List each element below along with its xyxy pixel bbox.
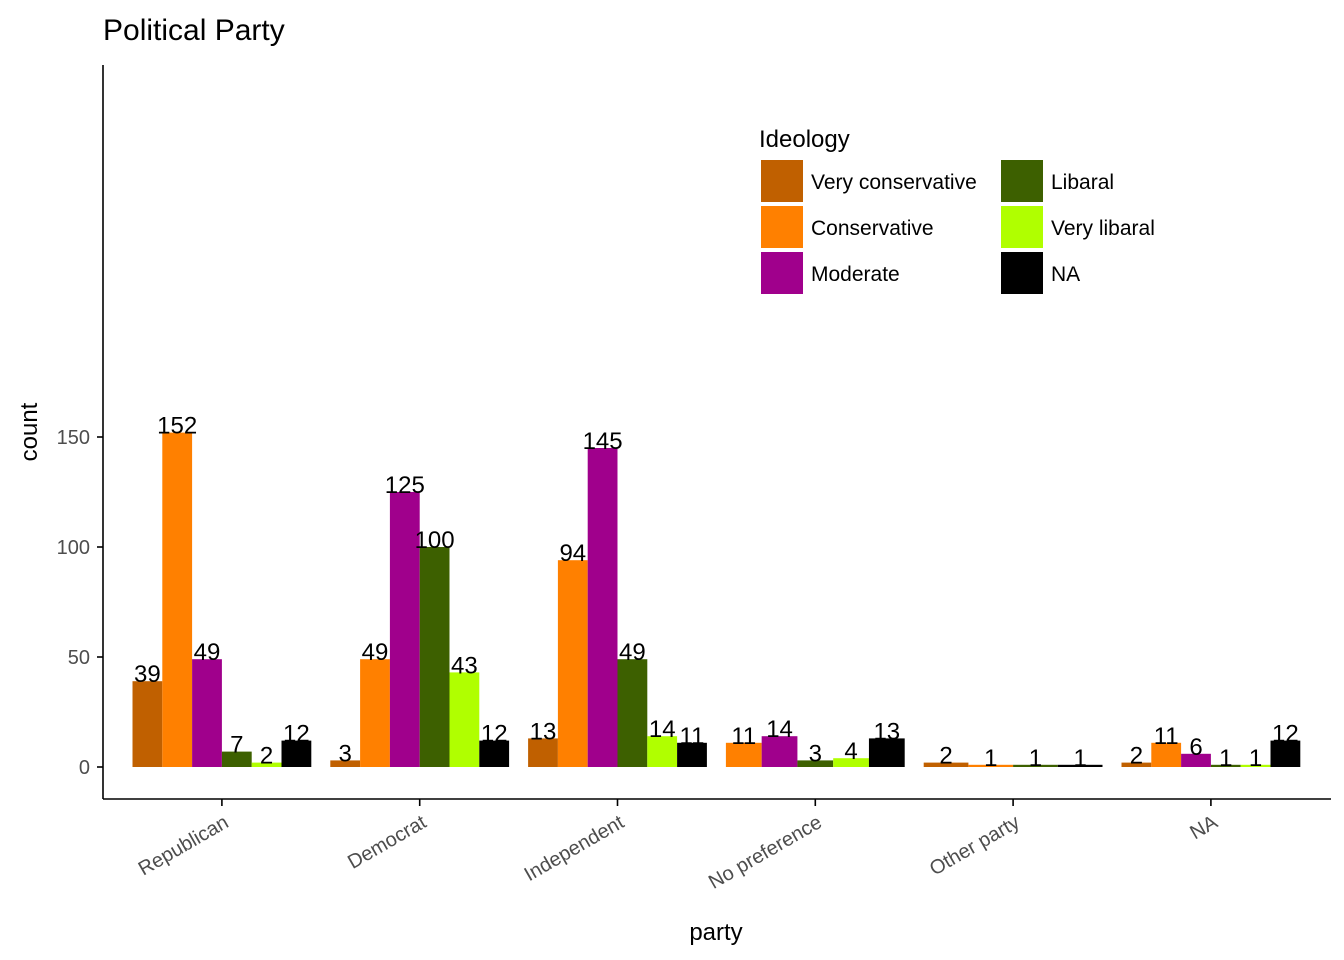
bar-label: 12 [1272,721,1299,748]
bar-label: 14 [766,716,793,743]
y-axis-ticks: 0 50 100 150 [57,427,103,779]
legend-label-moderate: Moderate [811,263,900,286]
bar-democrat-moderate [389,492,420,767]
bar-independent-moderate [587,448,618,767]
x-tick-label-no-preference: No preference [705,811,826,893]
bar-democrat-libaral [419,547,450,767]
bar-independent-libaral [617,659,648,767]
bar-no-preference-na [868,738,905,767]
bar-label: 1 [1029,745,1042,772]
legend-key-very-libaral [1001,206,1043,248]
bar-na-conservative [1151,742,1182,767]
y-tick-label: 100 [57,537,90,559]
bar-label: 1 [1219,745,1232,772]
bar-label: 2 [260,743,273,770]
bar-label: 12 [283,721,310,748]
bar-no-preference-libaral [797,760,834,767]
bar-label: 14 [649,716,676,743]
y-axis-title: count [16,402,43,461]
bar-other-party-na [1057,764,1103,767]
bar-na-very-libaral [1240,764,1271,767]
bar-label: 2 [1130,743,1143,770]
bar-other-party-libaral [1013,764,1058,767]
bar-label: 11 [1154,723,1179,750]
y-tick-label: 0 [79,757,90,779]
chart-title: Political Party [103,14,285,47]
bar-label: 145 [583,428,623,455]
bar-label: 49 [619,639,646,666]
x-axis-ticks: Republican Democrat Independent No preferen… [135,799,1222,894]
bar-na-moderate [1181,753,1211,767]
legend-label-very-libaral: Very libaral [1051,217,1155,240]
legend-key-very-conservative [761,160,803,202]
y-tick-label: 150 [57,427,90,449]
legend-label-conservative: Conservative [811,217,934,240]
bar-na-libaral [1210,764,1241,767]
bar-label: 1 [1073,745,1086,772]
bar-label: 13 [530,718,557,745]
bars [132,432,1301,767]
bar-label: 3 [339,740,352,767]
bar-republican-libaral [221,751,252,767]
bar-label: 125 [385,472,425,499]
bar-republican-conservative [162,432,193,767]
legend-label-libaral: Libaral [1051,171,1114,194]
legend-label-very-conservative: Very conservative [811,171,977,194]
bar-label: 49 [194,639,221,666]
x-axis-title: party [689,919,742,946]
x-tick-label-other-party: Other party [926,811,1024,880]
bar-label: 12 [481,721,508,748]
bar-democrat-very-conservative [330,760,361,767]
bar-no-preference-moderate [761,736,798,767]
bar-independent-na [677,742,707,767]
bar-label: 2 [939,743,952,770]
bar-republican-na [281,740,312,767]
x-tick-label-independent: Independent [521,811,629,886]
bar-label: 39 [134,661,161,688]
x-tick-label-na: NA [1186,811,1222,844]
legend-key-na [1001,252,1043,294]
bar-label: 11 [680,723,705,750]
bar-label: 43 [451,652,478,679]
legend-key-moderate [761,252,803,294]
bar-label: 11 [731,723,756,750]
bar-no-preference-conservative [725,742,762,767]
bar-republican-very-conservative [132,681,163,767]
bar-label: 1 [984,745,997,772]
bar-label: 49 [362,639,389,666]
legend: Ideology Very conservative Conservative Mo… [759,126,1155,294]
bar-republican-moderate [192,659,222,767]
bar-label: 1 [1249,745,1262,772]
legend-title: Ideology [759,126,850,153]
bar-na-very-conservative [1121,762,1152,767]
bar-label: 100 [415,527,455,554]
bar-no-preference-very-libaral [833,758,869,767]
bar-label: 94 [559,540,586,567]
bar-democrat-very-libaral [449,672,480,767]
bar-na-na [1270,740,1301,767]
bar-independent-conservative [557,560,588,767]
bar-label: 152 [157,413,197,440]
bar-independent-very-conservative [528,738,558,767]
legend-label-na: NA [1051,263,1080,286]
x-tick-label-republican: Republican [135,811,233,880]
bar-independent-very-libaral [647,736,678,767]
bar-label: 6 [1189,734,1202,761]
bar-label: 4 [844,738,857,765]
bar-democrat-na [479,740,510,767]
bar-democrat-conservative [360,659,390,767]
bar-other-party-conservative [968,764,1014,767]
bar-label: 13 [873,718,900,745]
legend-key-conservative [761,206,803,248]
y-tick-label: 50 [68,647,90,669]
bar-republican-very-libaral [251,762,282,767]
bar-label: 3 [809,740,822,767]
legend-key-libaral [1001,160,1043,202]
x-tick-label-democrat: Democrat [344,811,430,874]
bar-label: 7 [230,732,243,759]
bar-other-party-very-conservative [923,762,969,767]
